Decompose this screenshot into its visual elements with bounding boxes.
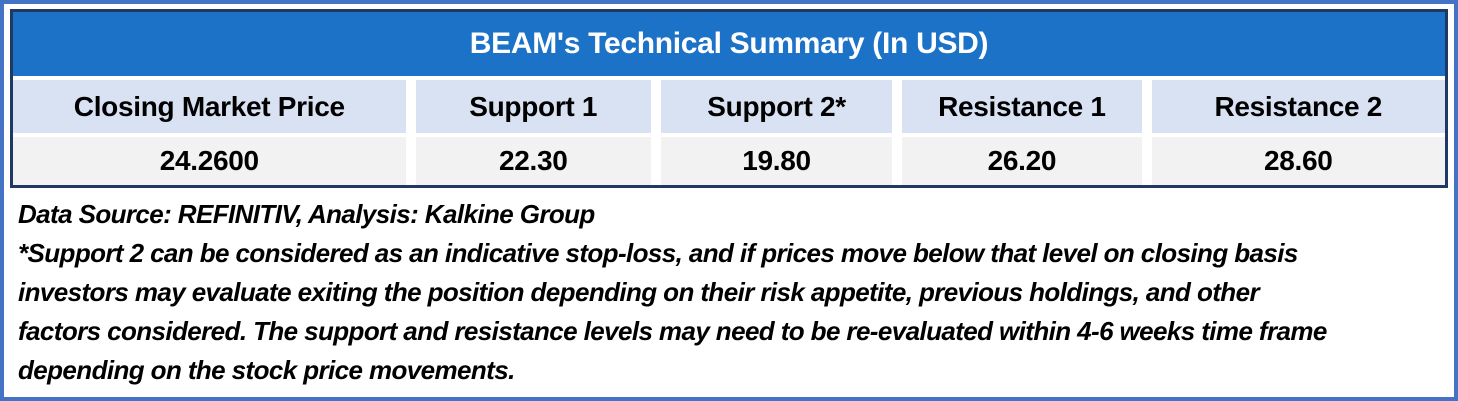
value-cell-support-2: 19.80	[660, 137, 893, 185]
header-label: Support 2*	[707, 90, 846, 122]
header-label: Closing Market Price	[73, 90, 345, 122]
value-cell-support-1: 22.30	[415, 137, 651, 185]
disclaimer-line-2: investors may evaluate exiting the posit…	[18, 277, 1260, 307]
value-text: 28.60	[1264, 145, 1333, 176]
disclaimer-line-3: factors considered. The support and resi…	[18, 316, 1327, 346]
table-grid: Closing Market Price Support 1 Support 2…	[13, 76, 1445, 185]
header-label: Support 1	[469, 90, 598, 122]
technical-summary-table: BEAM's Technical Summary (In USD) Closin…	[10, 9, 1448, 188]
value-text: 19.80	[742, 145, 811, 176]
header-label: Resistance 2	[1214, 90, 1383, 122]
table-title-bar: BEAM's Technical Summary (In USD)	[13, 12, 1445, 76]
value-text: 26.20	[987, 145, 1057, 176]
footnotes: Data Source: REFINITIV, Analysis: Kalkin…	[18, 195, 1448, 390]
header-cell-resistance-2: Resistance 2	[1151, 80, 1445, 133]
header-cell-support-1: Support 1	[415, 80, 651, 133]
header-cell-support-2: Support 2*	[660, 80, 893, 133]
header-cell-resistance-1: Resistance 1	[902, 80, 1142, 133]
value-cell-resistance-1: 26.20	[902, 137, 1142, 185]
value-text: 22.30	[498, 145, 568, 176]
value-cell-closing-market-price: 24.2600	[13, 137, 406, 185]
table-title: BEAM's Technical Summary (In USD)	[469, 27, 989, 60]
header-cell-closing-market-price: Closing Market Price	[13, 80, 406, 133]
value-cell-resistance-2: 28.60	[1151, 137, 1445, 185]
disclaimer-line-4: depending on the stock price movements.	[18, 355, 515, 385]
header-label: Resistance 1	[938, 90, 1106, 122]
disclaimer-line-1: *Support 2 can be considered as an indic…	[18, 238, 1298, 268]
value-text: 24.2600	[159, 145, 259, 176]
data-source-line: Data Source: REFINITIV, Analysis: Kalkin…	[18, 199, 595, 229]
